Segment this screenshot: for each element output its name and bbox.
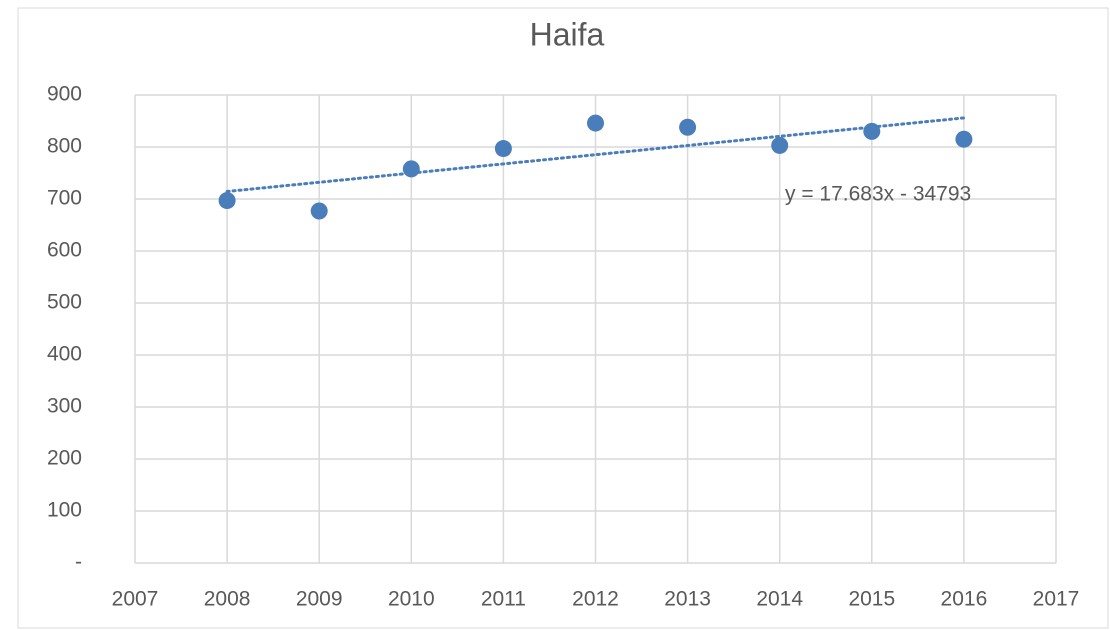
point <box>863 122 881 140</box>
y-tick-label: 300 <box>47 395 82 418</box>
y-tick-label: 700 <box>47 187 82 210</box>
point <box>771 136 789 154</box>
chart-border <box>17 7 1109 629</box>
y-tick-label: 100 <box>47 499 82 522</box>
y-tick-label: 800 <box>47 135 82 158</box>
y-tick-label: 200 <box>47 447 82 470</box>
point <box>494 140 512 158</box>
trendline <box>225 116 966 193</box>
x-tick-label: 2013 <box>664 588 711 611</box>
y-tick-label: 900 <box>47 83 82 106</box>
x-tick-label: 2015 <box>848 588 895 611</box>
x-tick-label: 2010 <box>388 588 435 611</box>
point <box>218 192 236 210</box>
x-tick-label: 2011 <box>481 588 526 611</box>
point <box>587 114 604 132</box>
point <box>955 130 973 148</box>
x-tick-label: 2017 <box>1033 588 1080 611</box>
x-tick-label: 2009 <box>296 588 343 611</box>
x-tick-label: 2007 <box>112 588 159 611</box>
x-tick-label: 2014 <box>756 588 803 611</box>
y-tick-label: 400 <box>47 343 82 366</box>
point <box>402 160 420 178</box>
point <box>679 118 697 136</box>
trendline-label: y = 17.683x - 34793 <box>785 183 971 206</box>
point <box>310 202 328 220</box>
y-tick-label: 600 <box>47 239 82 262</box>
y-tick-label: - <box>75 551 82 574</box>
x-tick-label: 2016 <box>941 588 988 611</box>
x-tick-label: 2008 <box>204 588 251 611</box>
y-tick-label: 500 <box>47 291 82 314</box>
chart-title: Haifa <box>530 16 605 52</box>
x-tick-label: 2012 <box>572 588 619 611</box>
